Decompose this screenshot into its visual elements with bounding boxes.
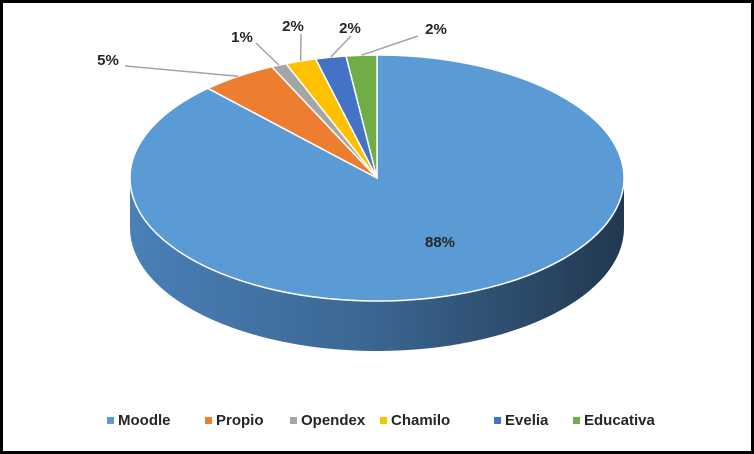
pie-side [130,178,624,351]
legend-label: Evelia [505,412,549,429]
legend-label: Opendex [301,412,366,429]
legend-marker [290,417,297,424]
data-label: 2% [282,18,304,35]
leader-line [361,35,419,56]
data-label: 2% [425,21,447,38]
data-label: 5% [97,52,119,69]
legend-marker [494,417,501,424]
legend-label: Chamilo [391,412,450,429]
data-label: 88% [425,234,455,251]
legend-marker [573,417,580,424]
legend-label: Moodle [118,412,171,429]
legend-label: Educativa [584,412,656,429]
data-label: 2% [339,20,361,37]
legend-marker [107,417,114,424]
leader-line [255,42,280,66]
leader-line [124,65,239,78]
leader-line [330,35,352,58]
legend-marker [380,417,387,424]
legend-label: Propio [216,412,264,429]
data-label: 1% [231,29,253,46]
legend-marker [205,417,212,424]
